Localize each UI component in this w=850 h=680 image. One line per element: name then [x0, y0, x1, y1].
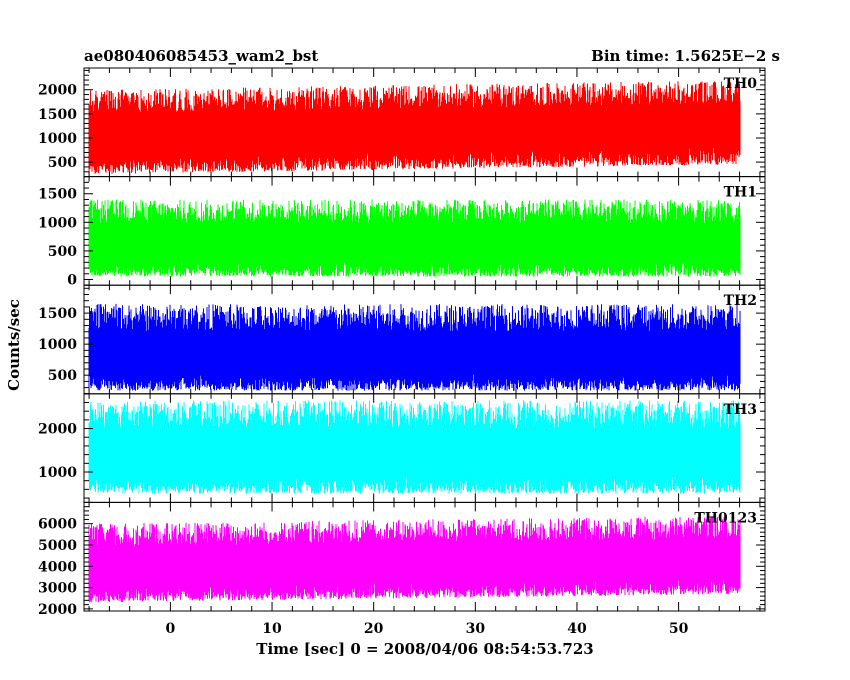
- trace-th1: [88, 199, 741, 277]
- panel-label-th0123: TH0123: [694, 510, 757, 526]
- trace-th0123: [88, 516, 741, 603]
- x-tick-label: 30: [466, 621, 486, 637]
- y-tick-label: 1000: [38, 337, 77, 353]
- y-tick-label: 1500: [38, 107, 77, 123]
- panel-label-th3: TH3: [724, 402, 757, 418]
- y-tick-label: 5000: [38, 538, 77, 554]
- panel-label-th2: TH2: [724, 293, 757, 309]
- trace-th2: [88, 303, 741, 391]
- y-tick-label: 2000: [38, 422, 77, 438]
- y-axis-label: Counts/sec: [5, 299, 23, 391]
- y-tick-label: 1000: [38, 215, 77, 231]
- trace-th0: [88, 81, 741, 174]
- x-tick-label: 40: [567, 621, 587, 637]
- x-tick-label: 0: [166, 621, 176, 637]
- bin-time-label: Bin time: 1.5625E−2 s: [591, 47, 780, 65]
- y-tick-label: 500: [48, 244, 77, 260]
- y-tick-label: 4000: [38, 559, 77, 575]
- y-tick-label: 3000: [38, 581, 77, 597]
- y-tick-label: 2000: [38, 602, 77, 618]
- chart-title-left: ae080406085453_wam2_bst: [84, 47, 318, 65]
- y-tick-label: 1500: [38, 187, 77, 203]
- y-tick-label: 6000: [38, 517, 77, 533]
- panel-label-th0: TH0: [724, 76, 758, 92]
- trace-th3: [88, 400, 741, 494]
- y-tick-label: 1500: [38, 306, 77, 322]
- y-tick-label: 0: [67, 272, 77, 288]
- y-tick-label: 1000: [38, 465, 77, 481]
- x-tick-label: 20: [364, 621, 384, 637]
- y-tick-label: 500: [48, 368, 77, 384]
- panel-frame-th0123: [83, 501, 766, 612]
- y-tick-label: 2000: [38, 83, 77, 99]
- x-tick-label: 50: [669, 621, 689, 637]
- y-tick-label: 500: [48, 155, 77, 171]
- panel-label-th1: TH1: [724, 185, 757, 201]
- x-tick-label: 10: [262, 621, 282, 637]
- x-axis-label: Time [sec] 0 = 2008/04/06 08:54:53.723: [256, 640, 593, 658]
- y-tick-label: 1000: [38, 131, 77, 147]
